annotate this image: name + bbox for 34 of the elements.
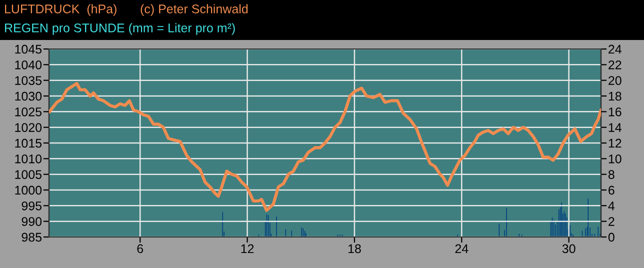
y2-tick-label: 8: [608, 170, 614, 179]
y-tick-label: 1005: [15, 170, 42, 179]
y2-tick-label: 6: [608, 186, 614, 195]
x-tick-label: 6: [137, 244, 144, 254]
y-tick-label: 1030: [15, 92, 42, 101]
y-tick-label: 1025: [15, 107, 42, 116]
y-tick-label: 1045: [15, 44, 42, 54]
y-tick-label: 990: [22, 217, 42, 226]
y-tick-label: 1010: [15, 154, 42, 164]
x-tick-label: 30: [562, 244, 576, 254]
y2-tick-label: 0: [608, 232, 614, 242]
y2-tick-label: 14: [608, 123, 622, 132]
y2-tick-label: 10: [608, 154, 622, 164]
y-tick-label: 1035: [15, 76, 42, 85]
y-tick-label: 1015: [15, 138, 42, 148]
y-tick-label: 995: [22, 201, 42, 210]
y2-tick-label: 12: [608, 138, 622, 148]
text: (c) Peter Schinwald: [140, 4, 248, 16]
y2-tick-label: 4: [608, 202, 615, 210]
y-tick-label: 1000: [15, 186, 42, 195]
chart-subtitle: REGEN pro STUNDE (mm = Liter pro m²): [5, 23, 235, 35]
y2-tick-label: 2: [608, 217, 614, 226]
y2-tick-label: 24: [608, 44, 622, 54]
y2-tick-label: 18: [608, 92, 622, 101]
x-tick-label: 12: [241, 244, 254, 254]
y2-tick-label: 20: [608, 76, 622, 85]
x-tick-label: 24: [455, 244, 468, 254]
y2-tick-label: 16: [608, 107, 622, 116]
y2-tick-label: 22: [608, 60, 622, 70]
x-tick-label: 18: [348, 244, 361, 254]
y-tick-label: 1020: [15, 123, 42, 132]
y-tick-label: 1040: [15, 60, 42, 70]
chart-title: LUFTDRUCK (hPa): [5, 4, 116, 16]
y-tick-label: 985: [22, 232, 42, 242]
